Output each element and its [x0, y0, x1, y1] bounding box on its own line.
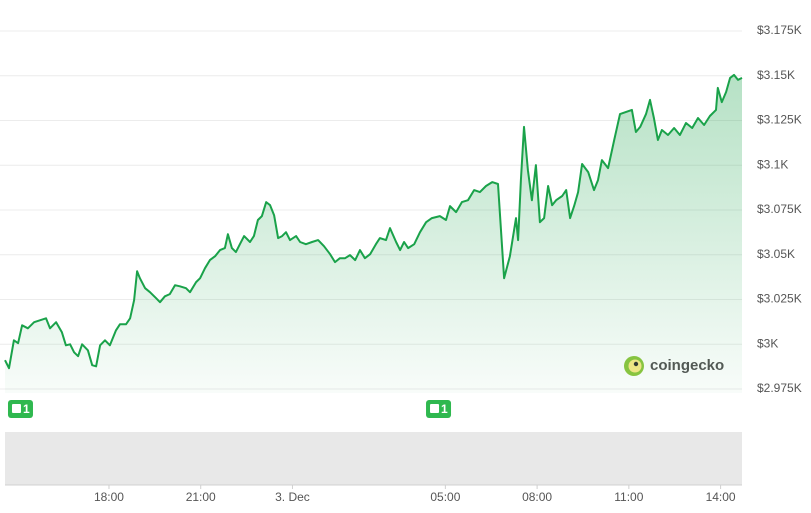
x-tick-label: 18:00: [94, 490, 124, 504]
event-marker: 1: [426, 400, 452, 418]
y-tick-label: $3.15K: [757, 68, 795, 82]
x-tick-label: 11:00: [614, 490, 643, 504]
x-tick-label: 05:00: [430, 490, 460, 504]
event-count: 1: [441, 402, 448, 416]
event-count: 1: [23, 402, 30, 416]
y-tick-label: $2.975K: [757, 381, 802, 395]
event-icon: [11, 404, 21, 413]
event-icon: [430, 404, 440, 413]
volume-band: [5, 432, 742, 485]
y-tick-label: $3.125K: [757, 113, 802, 127]
event-marker: 1: [7, 400, 33, 418]
x-tick-label: 3. Dec: [275, 490, 310, 504]
y-tick-label: $3K: [757, 336, 778, 350]
y-tick-label: $3.075K: [757, 202, 802, 216]
y-tick-label: $3.025K: [757, 292, 802, 306]
price-line: [4, 73, 743, 370]
y-tick-label: $3.175K: [757, 23, 802, 37]
x-tick-label: 14:00: [706, 490, 736, 504]
y-tick-label: $3.1K: [757, 157, 788, 171]
y-tick-label: $3.05K: [757, 247, 795, 261]
price-area: [5, 74, 742, 394]
x-tick-label: 08:00: [522, 490, 552, 504]
x-tick-label: 21:00: [186, 490, 216, 504]
